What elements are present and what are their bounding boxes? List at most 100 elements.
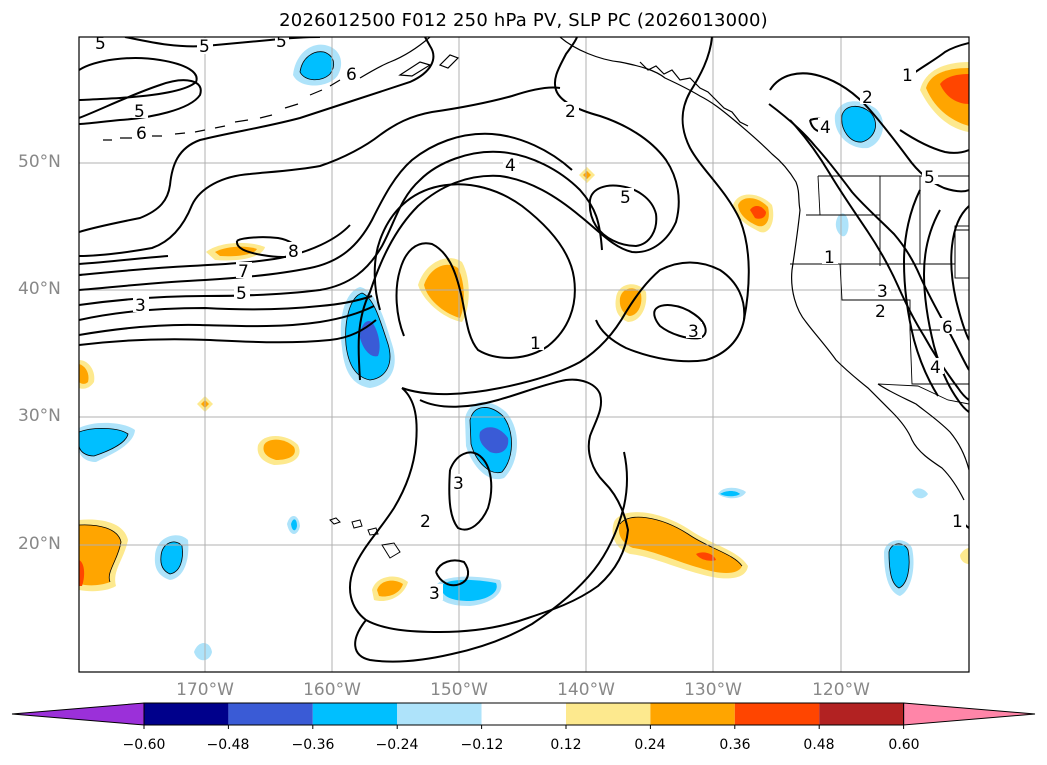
contour-line xyxy=(902,189,939,397)
contour-line xyxy=(373,183,576,359)
contour-line xyxy=(124,37,321,48)
contour-line xyxy=(79,37,435,233)
contour-label: 1 xyxy=(952,512,963,532)
coastlines xyxy=(103,37,969,501)
contour-label: 3 xyxy=(877,282,888,302)
contour-label: 3 xyxy=(453,474,464,494)
map-title: 2026012500 F012 250 hPa PV, SLP PC (2026… xyxy=(279,10,768,31)
border-canada xyxy=(817,175,821,216)
contour-line xyxy=(435,559,470,587)
pv-positive-area xyxy=(215,246,257,257)
contour-line xyxy=(79,132,573,291)
lon-label-120w: 120°W xyxy=(812,680,870,700)
pv-positive-area xyxy=(960,548,969,564)
contour-line xyxy=(79,150,603,306)
coastline-bc-small-islands xyxy=(398,54,460,77)
border-states xyxy=(790,176,969,385)
pv-negative-area xyxy=(912,488,928,499)
colorbar-segment xyxy=(566,703,651,725)
lon-label-160w: 160°W xyxy=(303,680,361,700)
colorbar-extend-max xyxy=(903,702,1036,726)
colorbar-tick-label: 0.60 xyxy=(888,737,920,753)
pv-positive-area xyxy=(940,74,969,104)
colorbar-segment xyxy=(734,703,820,725)
contour-label: 4 xyxy=(505,156,516,176)
contour-line xyxy=(922,209,969,413)
coastline-bc-islands xyxy=(639,61,749,127)
pv-negative-area xyxy=(479,427,509,454)
colorbar-segment xyxy=(650,703,735,725)
colorbar-segment xyxy=(144,703,229,725)
coastline-alaska-gulf xyxy=(559,37,801,211)
contour-label: 6 xyxy=(942,318,953,338)
contour-label: 5 xyxy=(276,32,287,52)
contour-label: 2 xyxy=(420,512,431,532)
map-frame xyxy=(78,36,970,673)
contour-line xyxy=(588,184,658,248)
lon-label-140w: 140°W xyxy=(557,680,615,700)
contour-label-group: 5 5 5 6 5 6 8 7 5 3 2 4 5 1 xyxy=(93,32,966,604)
coastline-alaska xyxy=(359,37,431,79)
contour-line xyxy=(401,261,746,396)
contour-line xyxy=(789,119,969,401)
contour-line xyxy=(79,319,377,346)
contour-line xyxy=(79,224,351,276)
contour-label: 5 xyxy=(620,188,631,208)
contour-line xyxy=(906,42,969,79)
contour-label: 5 xyxy=(924,168,935,188)
contour-label: 3 xyxy=(135,296,146,316)
pv-negative-area xyxy=(835,213,849,237)
pv-negative-area xyxy=(79,428,128,456)
pv-positive-area xyxy=(79,364,89,384)
colorbar-segment xyxy=(228,703,313,725)
contour-label: 4 xyxy=(930,358,941,378)
contour-line xyxy=(357,37,680,381)
contour-line xyxy=(899,129,969,154)
contour-label: 5 xyxy=(134,102,145,122)
contour-line xyxy=(681,37,750,321)
contour-label: 2 xyxy=(862,88,873,108)
border-us-mexico xyxy=(877,383,969,405)
contour-label: 1 xyxy=(530,334,541,354)
pv-outlines xyxy=(79,51,910,589)
pv-negative-area xyxy=(720,491,740,497)
colorbar-tick-label: −0.48 xyxy=(206,737,250,753)
pv-positive-area xyxy=(619,288,642,316)
contour-line xyxy=(950,205,969,341)
colorbar-tick-label: −0.36 xyxy=(291,737,335,753)
contour-label: 1 xyxy=(824,248,835,268)
pv-negative-area xyxy=(360,320,380,357)
pv-positive-area xyxy=(696,552,716,561)
colorbar xyxy=(11,702,1036,729)
contour-label: 3 xyxy=(429,584,440,604)
contour-line xyxy=(79,305,375,336)
lon-label-150w: 150°W xyxy=(430,680,488,700)
lon-label-130w: 130°W xyxy=(684,680,742,700)
colorbar-tick-label: 0.48 xyxy=(803,737,835,753)
contour-line xyxy=(354,451,628,663)
coastline-baja xyxy=(877,383,969,471)
colorbar-extend-min xyxy=(11,702,145,726)
pv-negative-area xyxy=(300,51,334,80)
contour-line xyxy=(448,451,493,531)
coastline-west-coast xyxy=(791,209,965,501)
contour-label: 5 xyxy=(199,37,210,57)
colorbar-tick-label: −0.24 xyxy=(375,737,419,753)
colorbar-tick-label: 0.36 xyxy=(719,737,751,753)
colorbar-segment xyxy=(819,703,904,725)
contour-line xyxy=(79,295,373,321)
contour-label: 3 xyxy=(688,322,699,342)
contour-label: 6 xyxy=(136,124,147,144)
pv-positive-area xyxy=(424,264,464,318)
contour-label: 4 xyxy=(820,118,831,138)
contour-label: 2 xyxy=(565,102,576,122)
lat-label-40n: 40°N xyxy=(18,279,61,299)
contour-line xyxy=(769,72,969,193)
colorbar-tick-label: 0.12 xyxy=(550,737,582,753)
pv-positive-area xyxy=(583,171,591,179)
slp-contours xyxy=(79,37,969,663)
pv-negative-area xyxy=(841,106,876,143)
lat-label-20n: 20°N xyxy=(18,534,61,554)
lon-label-170w: 170°W xyxy=(176,680,234,700)
